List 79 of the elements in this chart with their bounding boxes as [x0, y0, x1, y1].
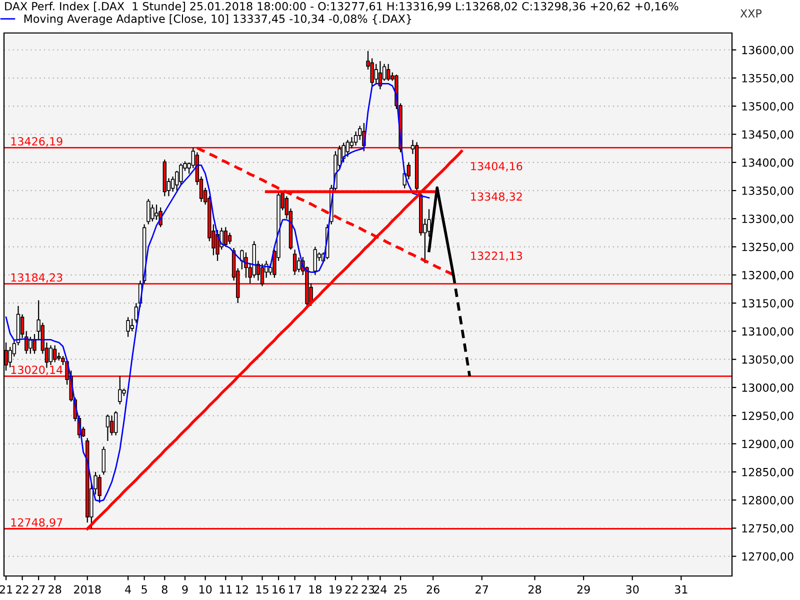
- y-tick-label: 13350,00: [742, 186, 794, 196]
- y-tick-label: 12700,00: [742, 552, 794, 562]
- x-tick-label: 19: [330, 585, 342, 594]
- y-tick-label: 12950,00: [742, 412, 794, 422]
- candlestick: [292, 249, 297, 276]
- x-tick-label: 28: [528, 585, 542, 594]
- y-tick-label: 13300,00: [742, 214, 794, 224]
- y-tick-label: 13250,00: [742, 242, 794, 252]
- y-tick-label: 13400,00: [742, 158, 794, 168]
- candlestick: [346, 139, 350, 158]
- x-tick-label: 30: [626, 585, 639, 594]
- x-tick-label: 2018: [74, 585, 101, 594]
- y-tick-label: 13550,00: [742, 74, 794, 84]
- x-tick-label: 31: [674, 585, 688, 594]
- x-tick-label: 27: [32, 585, 45, 594]
- x-tick-label: 12: [236, 585, 248, 594]
- x-tick-label: 29: [577, 585, 590, 594]
- ref-line-label: 13426,19: [11, 137, 62, 147]
- x-tick-label: 17: [288, 585, 301, 594]
- candlestick: [52, 344, 57, 363]
- candlestick: [32, 333, 36, 354]
- candlestick: [98, 474, 102, 504]
- annotation: 13348,32: [471, 192, 522, 202]
- x-tick-label: 18: [309, 585, 322, 594]
- y-tick-label: 13000,00: [742, 383, 794, 394]
- candlestick: [170, 176, 175, 192]
- y-tick-label: 13600,00: [742, 46, 794, 56]
- x-tick-label: 22: [345, 585, 358, 594]
- candlestick: [28, 336, 32, 354]
- candlestick: [130, 318, 134, 332]
- candlestick: [134, 302, 138, 324]
- candlestick: [146, 198, 150, 225]
- y-tick-label: 13200,00: [742, 270, 794, 280]
- candlestick: [224, 226, 228, 248]
- legend-label: Moving Average Adaptive [Close, 10] 13337,45 -10,34 -0,08% {.DAX}: [24, 14, 412, 26]
- annotation: 13404,16: [471, 162, 522, 172]
- y-tick-label: 12800,00: [742, 496, 794, 506]
- candlestick: [297, 256, 301, 273]
- x-tick-label: 9: [182, 585, 188, 594]
- candlestick: [228, 232, 232, 245]
- x-tick-label: 28: [48, 585, 62, 594]
- ref-line-label: 13020,14: [11, 366, 62, 376]
- chart-title: DAX Perf. Index [.DAX 1 Stunde] 25.01.2018 18:00:00 - O:13277,61 H:13316,99 L:13268,02 C:13298,36 +20,62 +0,16%: [5, 2, 678, 12]
- annotation: 13221,13: [471, 252, 522, 262]
- x-tick-label: 15: [256, 585, 268, 594]
- y-tick-label: 13450,00: [742, 130, 794, 140]
- x-tick-label: 11: [220, 585, 232, 594]
- candlestick: [150, 204, 154, 222]
- candlestick: [114, 410, 118, 436]
- candlestick: [313, 246, 317, 276]
- y-tick-label: 12850,00: [742, 468, 794, 478]
- y-tick-label: 12750,00: [742, 524, 794, 534]
- candlestick: [106, 414, 110, 442]
- candlestick: [386, 63, 390, 82]
- x-tick-label: 27: [476, 585, 488, 594]
- candlestick: [354, 130, 358, 146]
- ref-line-label: 13184,23: [11, 273, 62, 283]
- x-tick-label: 16: [272, 585, 285, 594]
- candlestick: [48, 344, 53, 366]
- x-tick-label: 26: [426, 585, 440, 594]
- y-tick-label: 13100,00: [742, 327, 794, 337]
- x-tick-label: 4: [125, 585, 131, 594]
- y-tick-label: 13150,00: [742, 299, 794, 309]
- x-tick-label: 10: [199, 585, 212, 594]
- candlestick: [126, 316, 130, 338]
- x-tick-label: 25: [394, 585, 407, 594]
- x-tick-label: 8: [162, 585, 168, 594]
- x-tick-label: 21: [0, 585, 12, 594]
- x-tick-label: 23: [362, 585, 374, 594]
- text: XXP: [740, 9, 762, 18]
- ref-line-label: 12748,97: [11, 518, 62, 528]
- x-tick-label: 22: [16, 585, 28, 594]
- x-tick-label: 5: [142, 585, 147, 594]
- candlestick: [118, 376, 122, 405]
- y-tick-label: 13050,00: [742, 355, 794, 365]
- y-tick-label: 13500,00: [742, 102, 794, 112]
- candlestick: [102, 446, 106, 476]
- x-tick-label: 24: [374, 585, 387, 594]
- y-tick-label: 12900,00: [742, 440, 794, 450]
